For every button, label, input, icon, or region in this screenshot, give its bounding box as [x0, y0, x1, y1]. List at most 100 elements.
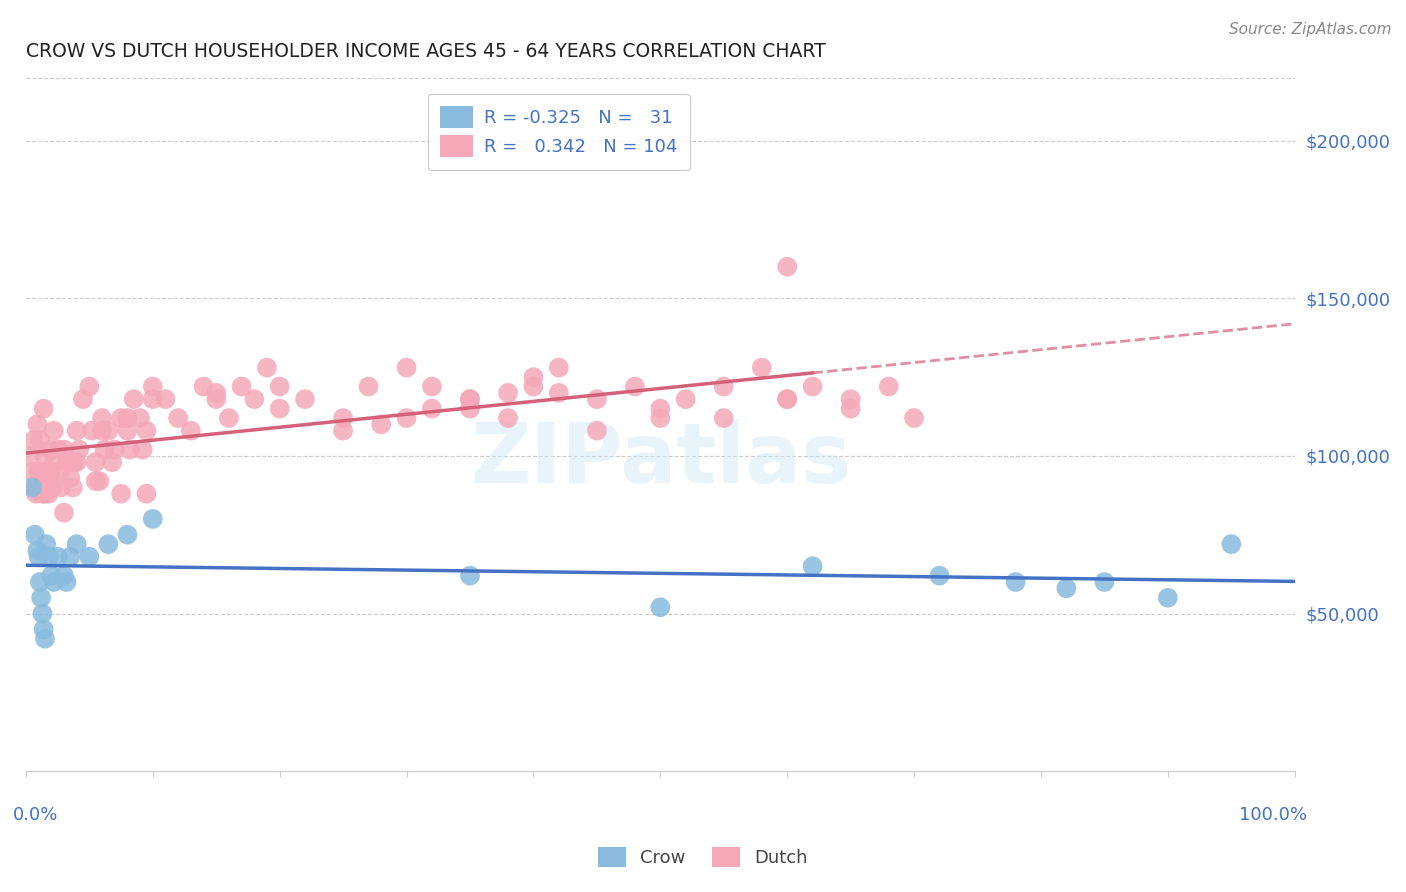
- Point: [104, 442, 127, 457]
- Point: [586, 392, 609, 406]
- Point: [27, 543, 49, 558]
- Point: [30, 591, 52, 605]
- Point: [117, 424, 139, 438]
- Point: [1054, 582, 1077, 596]
- Point: [97, 424, 120, 438]
- Point: [46, 549, 69, 564]
- Point: [135, 424, 157, 438]
- Point: [42, 574, 65, 589]
- Point: [27, 417, 49, 432]
- Point: [395, 411, 418, 425]
- Point: [1004, 574, 1026, 589]
- Point: [420, 379, 443, 393]
- Point: [180, 424, 202, 438]
- Point: [35, 465, 58, 479]
- Point: [31, 486, 53, 500]
- Point: [713, 411, 735, 425]
- Point: [395, 360, 418, 375]
- Point: [269, 401, 291, 416]
- Point: [117, 527, 139, 541]
- Point: [59, 471, 82, 485]
- Point: [89, 474, 111, 488]
- Point: [79, 549, 101, 564]
- Point: [458, 401, 481, 416]
- Point: [142, 512, 165, 526]
- Point: [801, 379, 824, 393]
- Point: [27, 465, 49, 479]
- Point: [218, 411, 240, 425]
- Point: [420, 401, 443, 416]
- Point: [38, 486, 60, 500]
- Point: [66, 537, 89, 551]
- Point: [167, 411, 190, 425]
- Point: [79, 379, 101, 393]
- Point: [256, 360, 278, 375]
- Point: [66, 455, 89, 469]
- Point: [801, 559, 824, 574]
- Point: [205, 385, 228, 400]
- Point: [118, 442, 141, 457]
- Point: [269, 379, 291, 393]
- Point: [776, 392, 799, 406]
- Point: [34, 486, 56, 500]
- Point: [1157, 591, 1180, 605]
- Point: [49, 465, 72, 479]
- Point: [91, 424, 114, 438]
- Point: [80, 424, 103, 438]
- Point: [357, 379, 380, 393]
- Point: [52, 506, 75, 520]
- Point: [28, 433, 51, 447]
- Point: [903, 411, 925, 425]
- Point: [66, 424, 89, 438]
- Point: [91, 411, 114, 425]
- Point: [522, 379, 544, 393]
- Point: [38, 549, 60, 564]
- Point: [34, 449, 56, 463]
- Point: [31, 607, 53, 621]
- Point: [35, 537, 58, 551]
- Point: [131, 442, 153, 457]
- Point: [586, 424, 609, 438]
- Point: [55, 574, 77, 589]
- Point: [37, 480, 59, 494]
- Point: [67, 442, 90, 457]
- Point: [84, 455, 107, 469]
- Point: [25, 486, 48, 500]
- Point: [32, 401, 55, 416]
- Point: [496, 385, 519, 400]
- Point: [193, 379, 215, 393]
- Point: [20, 449, 42, 463]
- Text: 100.0%: 100.0%: [1240, 805, 1308, 824]
- Point: [205, 392, 228, 406]
- Point: [458, 392, 481, 406]
- Point: [458, 392, 481, 406]
- Point: [24, 480, 46, 494]
- Point: [110, 486, 132, 500]
- Point: [776, 392, 799, 406]
- Point: [776, 260, 799, 274]
- Point: [62, 480, 84, 494]
- Point: [21, 480, 44, 494]
- Point: [41, 480, 63, 494]
- Point: [839, 401, 862, 416]
- Point: [155, 392, 177, 406]
- Point: [93, 442, 115, 457]
- Point: [22, 433, 45, 447]
- Point: [101, 455, 124, 469]
- Point: [52, 442, 75, 457]
- Point: [877, 379, 900, 393]
- Point: [650, 401, 672, 416]
- Point: [84, 474, 107, 488]
- Point: [1094, 574, 1116, 589]
- Legend: R = -0.325   N =   31, R =   0.342   N = 104: R = -0.325 N = 31, R = 0.342 N = 104: [427, 94, 690, 170]
- Point: [44, 455, 66, 469]
- Point: [547, 360, 569, 375]
- Point: [122, 392, 145, 406]
- Point: [39, 465, 62, 479]
- Point: [135, 486, 157, 500]
- Text: 0.0%: 0.0%: [13, 805, 59, 824]
- Point: [142, 392, 165, 406]
- Point: [110, 411, 132, 425]
- Point: [27, 549, 49, 564]
- Point: [97, 537, 120, 551]
